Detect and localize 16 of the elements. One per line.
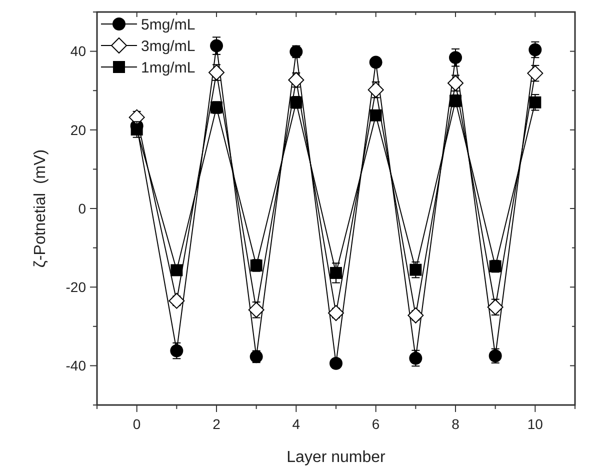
y-tick-label: 0 (78, 200, 86, 216)
y-tick-label: -20 (66, 279, 86, 295)
x-tick-label: 2 (212, 416, 221, 432)
x-axis-title: Layer number (286, 449, 386, 466)
legend-label: 3mg/mL (141, 38, 196, 55)
x-tick-label: 0 (132, 416, 141, 432)
y-tick-label: -40 (66, 358, 86, 374)
legend-label: 1mg/mL (141, 59, 196, 76)
x-tick-label: 4 (292, 416, 300, 432)
x-tick-label: 8 (452, 416, 460, 432)
legend-label: 5mg/mL (141, 16, 196, 34)
x-tick-label: 6 (372, 416, 380, 432)
y-tick-label: 40 (70, 43, 86, 60)
y-axis-title: ζ-Potnetial (mV) (32, 149, 49, 268)
y-tick-label: 20 (70, 122, 86, 138)
x-tick-label: 10 (527, 416, 544, 432)
